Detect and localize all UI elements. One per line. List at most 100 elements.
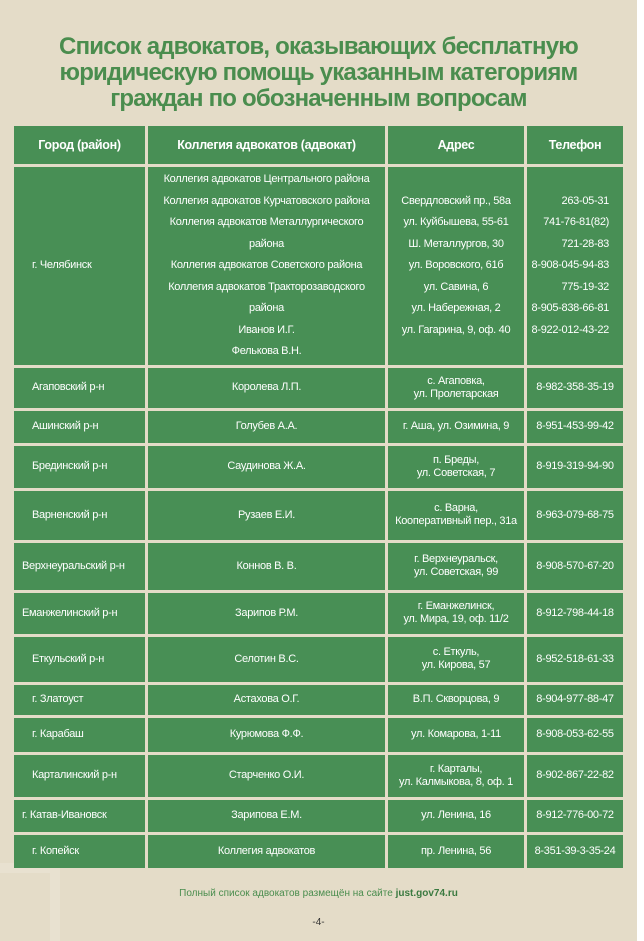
address-line: г. Верхнеуральск, [414,553,498,565]
phone-cell: 8-351-39-3-35-24 [527,834,623,868]
city-cell: Брединский р-н [14,445,145,488]
table-row: Верхнеуральский р-н Коннов В. В. г. Верхне… [14,542,623,590]
phone-cell: 8-919-319-94-90 [527,445,623,488]
entry-phone: 775-19-32 [561,280,610,293]
phone-cell: 8-963-079-68-75 [527,490,623,540]
entry-phone: 741-76-81(82) [543,216,609,228]
header-address: Адрес [388,126,524,164]
table-row: Еманжелинский р-н Зарипов Р.М. г. Еманжели… [14,592,623,634]
address-cell: с. Агаповка, ул. Пролетарская [388,367,524,408]
address-line: ул. Ленина, 16 [421,809,491,821]
city-cell: г. Копейск [14,834,145,868]
page-number: -4- [312,916,325,928]
address-line: ул. Комарова, 1-11 [411,728,501,740]
footer-note: Полный список адвокатов размещён на сайт… [0,887,637,900]
table-row: г. Карабаш Курюмова Ф.Ф. ул. Комарова, 1-1… [14,717,623,752]
phone-cell: 8-952-518-61-33 [527,636,623,682]
address-cell: г. Верхнеуральск, ул. Советская, 99 [388,542,524,590]
website-link[interactable]: just.gov74.ru [395,887,458,899]
city-cell: Карталинский р-н [14,754,145,797]
bar-cell: Астахова О.Г. [148,684,385,715]
title-line: граждан по обозначенным вопросам [110,85,527,112]
table-row: Брединский р-н Саудинова Ж.А. п. Бреды, ул.… [14,445,623,488]
header-city: Город (район) [14,126,145,164]
entry-name: Коллегия адвокатов Тракторозаводского ра… [168,280,365,315]
address-cell: пр. Ленина, 56 [388,834,524,868]
page-title: Список адвокатов, оказывающих бесплатную… [0,34,637,112]
address-cell: г. Аша, ул. Озимина, 9 [388,410,524,443]
bar-cell: Зарипова Е.М. [148,799,385,832]
bar-cell: Королева Л.П. [148,367,385,408]
table-row: г. Златоуст Астахова О.Г. В.П. Скворцова, … [14,684,623,715]
address-cell: ул. Комарова, 1-11 [388,717,524,752]
entry-name: Фелькова В.Н. [231,345,302,357]
header-bar: Коллегия адвокатов (адвокат) [148,126,385,164]
address-line: ул. Советская, 7 [416,466,496,479]
entry-phone: 8-905-838-66-81 [531,302,610,314]
entry-name: Коллегия адвокатов Металлургического рай… [169,216,364,250]
address-line: г. Еманжелинск, [417,600,495,612]
city-cell: Варненский р-н [14,490,145,540]
city-cell: г. Катав-Ивановск [14,799,145,832]
phone-cell: 8-904-977-88-47 [527,684,623,715]
bar-cell: Зарипов Р.М. [148,592,385,634]
address-line: Кооперативный пер., 31а [395,515,517,527]
city-cell: Агаповский р-н [14,367,145,408]
address-cell: г. Карталы, ул. Калмыкова, 8, оф. 1 [388,754,524,797]
entry-phone: 8-908-045-94-83 [531,259,610,271]
address-cell: с. Еткуль, ул. Кирова, 57 [388,636,524,682]
address-cell: ул. Ленина, 16 [388,799,524,832]
title-line: юридическую помощь указанным категориям [59,59,579,86]
entry-address: ул. Набережная, 2 [411,302,501,314]
address-line: В.П. Скворцова, 9 [412,693,500,705]
entry-name: Иванов И.Г. [238,323,295,336]
entry-address: ул. Воровского, 61б [408,259,504,271]
header-phone: Телефон [527,126,623,164]
phone-cell: 8-902-867-22-82 [527,754,623,797]
address-line: п. Бреды, [433,453,479,466]
city-cell: г. Златоуст [14,684,145,715]
table-row: Ашинский р-н Голубев А.А. г. Аша, ул. Озим… [14,410,623,443]
address-line: с. Варна, [434,502,478,514]
entry-address: ул. Савина, 6 [423,280,489,293]
footer-text: Полный список адвокатов размещён на сайт… [179,887,396,899]
address-cell: г. Еманжелинск, ул. Мира, 19, оф. 11/2 [388,592,524,634]
entry-name: Коллегия адвокатов Курчатовского района [163,194,370,207]
phone-cell: 8-951-453-99-42 [527,410,623,443]
address-cell: Свердловский пр., 58а ул. Куйбышева, 55-6… [388,167,524,365]
entry-address: Свердловский пр., 58а [401,194,511,207]
page-edge [637,0,644,941]
city-cell: Верхнеуральский р-н [14,542,145,590]
city-cell: г. Карабаш [14,717,145,752]
entry-name: Коллегия адвокатов Центрального района [163,173,370,185]
bar-cell: Рузаев Е.И. [148,490,385,540]
bar-cell: Коллегия адвокатов Центрального района Ко… [148,167,385,365]
bar-cell: Селотин В.С. [148,636,385,682]
bar-cell: Голубев А.А. [148,410,385,443]
title-line: Список адвокатов, оказывающих бесплатную [59,33,579,60]
address-line: ул. Мира, 19, оф. 11/2 [403,613,509,625]
city-cell: Еткульский р-н [14,636,145,682]
city-cell: г. Челябинск [14,167,145,365]
entry-address: ул. Куйбышева, 55-61 [403,216,509,228]
entry-phone: 721-28-83 [561,237,610,250]
phone-cell: 8-912-776-00-72 [527,799,623,832]
address-line: ул. Калмыкова, 8, оф. 1 [399,775,513,788]
entry-address: Ш. Металлургов, 30 [408,237,504,250]
lawyers-table: Город (район) Коллегия адвокатов (адвока… [11,123,626,871]
bar-cell: Коллегия адвокатов [148,834,385,868]
address-line: ул. Пролетарская [413,387,499,400]
address-cell: В.П. Скворцова, 9 [388,684,524,715]
address-line: с. Еткуль, [432,646,480,658]
address-line: ул. Советская, 99 [413,566,499,578]
address-cell: с. Варна, Кооперативный пер., 31а [388,490,524,540]
bar-cell: Курюмова Ф.Ф. [148,717,385,752]
phone-cell: 8-908-570-67-20 [527,542,623,590]
table-row: Карталинский р-н Старченко О.И. г. Карталы… [14,754,623,797]
table-row: г. Челябинск Коллегия адвокатов Централь… [14,167,623,365]
address-line: г. Аша, ул. Озимина, 9 [402,420,510,432]
entry-name: Коллегия адвокатов Советского района [170,259,363,271]
city-cell: Ашинский р-н [14,410,145,443]
entry-address: ул. Гагарина, 9, оф. 40 [401,323,511,336]
address-line: ул. Кирова, 57 [421,659,491,671]
